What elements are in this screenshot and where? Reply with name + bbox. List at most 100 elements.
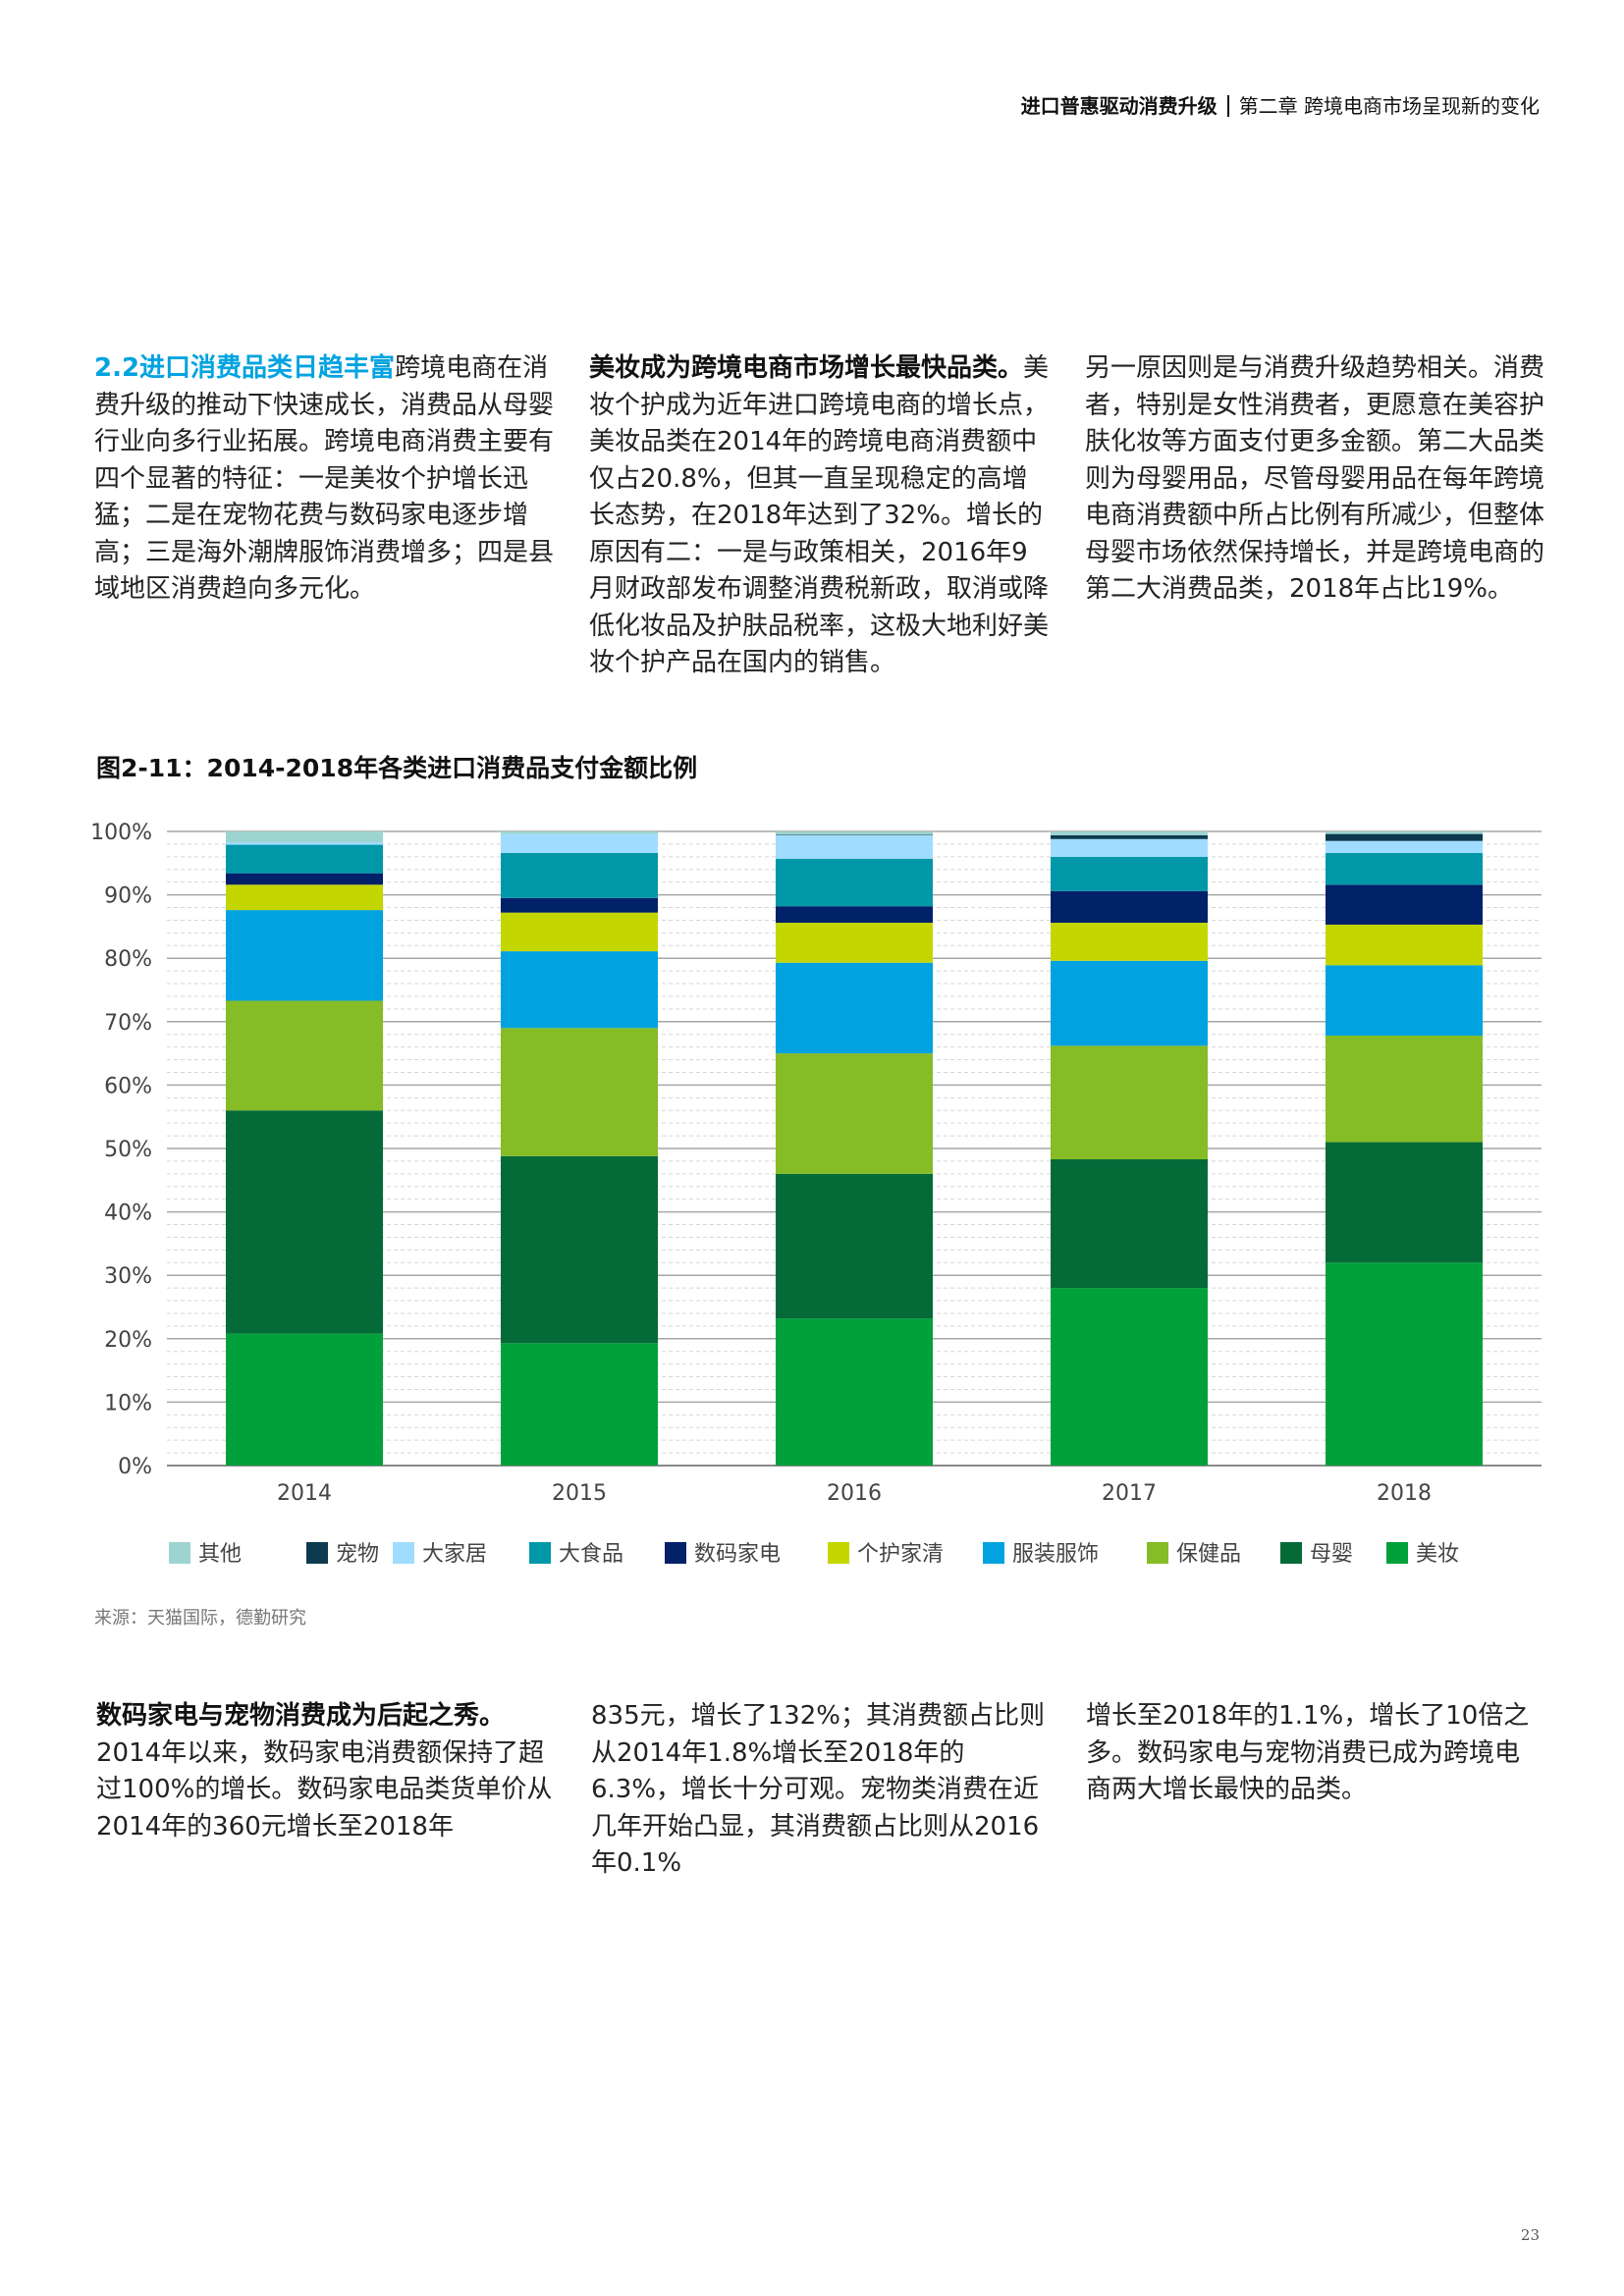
legend-swatch (828, 1542, 849, 1564)
header-chapter: 第二章 跨境电商市场呈现新的变化 (1238, 94, 1540, 118)
digital-pet-lead: 数码家电与宠物消费成为后起之秀。 (96, 1701, 506, 1731)
bar-segment-2017-美妆 (1051, 1288, 1208, 1466)
x-tick-label: 2017 (1102, 1481, 1157, 1506)
bar-segment-2017-保健品 (1051, 1045, 1208, 1159)
x-tick-label: 2014 (277, 1481, 332, 1506)
legend-swatch (1386, 1542, 1408, 1564)
bar-segment-2018-美妆 (1326, 1262, 1483, 1466)
bar-segment-2018-大家居 (1326, 840, 1483, 853)
bar-segment-2017-服装服饰 (1051, 960, 1208, 1046)
y-tick-label: 10% (104, 1391, 152, 1415)
top-column-2: 美妆成为跨境电商市场增长最快品类。美妆个护成为近年进口跨境电商的增长点，美妆品类… (589, 350, 1051, 682)
bar-segment-2018-大食品 (1326, 852, 1483, 885)
y-tick-label: 0% (118, 1455, 152, 1479)
bar-segment-2015-大家居 (501, 833, 658, 853)
y-tick-label: 70% (104, 1011, 152, 1036)
bar-segment-2014-美妆 (226, 1333, 383, 1466)
legend-label: 母婴 (1310, 1542, 1353, 1567)
legend-label: 美妆 (1416, 1542, 1459, 1567)
legend-label: 服装服饰 (1012, 1542, 1099, 1567)
bottom-column-3: 增长至2018年的1.1%，增长了10倍之多。数码家电与宠物消费已成为跨境电商两… (1086, 1698, 1543, 1809)
bar-segment-2014-母婴 (226, 1110, 383, 1334)
bar-segment-2015-个护家清 (501, 912, 658, 952)
bar-segment-2016-母婴 (776, 1173, 933, 1319)
bar-segment-2016-其他 (776, 831, 933, 835)
bar-segment-2017-个护家清 (1051, 923, 1208, 961)
bar-segment-2014-数码家电 (226, 873, 383, 885)
legend-label: 宠物 (336, 1542, 379, 1567)
digital-pet-text: 2014年以来，数码家电消费额保持了超过100%的增长。数码家电品类货单价从20… (96, 1737, 553, 1842)
section-title: 2.2进口消费品类日趋丰富 (94, 353, 396, 383)
bar-segment-2016-大家居 (776, 834, 933, 859)
legend-swatch (529, 1542, 551, 1564)
bar-segment-2018-宠物 (1326, 833, 1483, 841)
bar-segment-2017-其他 (1051, 831, 1208, 835)
bar-segment-2015-其他 (501, 831, 658, 834)
consumption-upgrade-text: 另一原因则是与消费升级趋势相关。消费者，特别是女性消费者，更愿意在美容护肤化妆等… (1085, 353, 1545, 604)
bar-segment-2015-保健品 (501, 1028, 658, 1156)
legend-label: 数码家电 (694, 1542, 781, 1567)
bar-segment-2015-数码家电 (501, 897, 658, 913)
bar-segment-2017-数码家电 (1051, 890, 1208, 924)
legend-label: 大食品 (559, 1542, 623, 1567)
y-tick-label: 90% (104, 884, 152, 909)
y-tick-label: 50% (104, 1138, 152, 1162)
bar-segment-2018-数码家电 (1326, 884, 1483, 925)
bar-segment-2016-美妆 (776, 1318, 933, 1466)
legend-swatch (983, 1542, 1004, 1564)
bar-segment-2017-母婴 (1051, 1158, 1208, 1289)
y-tick-label: 30% (104, 1264, 152, 1289)
bar-segment-2017-宠物 (1051, 834, 1208, 839)
bar-segment-2018-服装服饰 (1326, 965, 1483, 1037)
top-column-1: 2.2进口消费品类日趋丰富跨境电商在消费升级的推动下快速成长，消费品从母婴行业向… (94, 350, 556, 609)
x-tick-label: 2016 (827, 1481, 882, 1506)
figure-title: 图2-11：2014-2018年各类进口消费品支付金额比例 (96, 754, 698, 782)
legend-label: 个护家清 (857, 1542, 944, 1567)
y-tick-label: 60% (104, 1074, 152, 1098)
bar-segment-2014-保健品 (226, 1000, 383, 1111)
legend-swatch (393, 1542, 414, 1564)
y-tick-label: 100% (90, 821, 152, 845)
bar-segment-2015-美妆 (501, 1343, 658, 1466)
bar-segment-2014-其他 (226, 831, 383, 842)
top-column-3: 另一原因则是与消费升级趋势相关。消费者，特别是女性消费者，更愿意在美容护肤化妆等… (1085, 350, 1546, 609)
bar-segment-2017-大食品 (1051, 856, 1208, 891)
pet-growth-text: 增长至2018年的1.1%，增长了10倍之多。数码家电与宠物消费已成为跨境电商两… (1086, 1701, 1530, 1804)
x-tick-label: 2015 (552, 1481, 607, 1506)
legend-label: 其他 (198, 1542, 242, 1567)
legend-label: 保健品 (1176, 1542, 1241, 1567)
legend-swatch (169, 1542, 190, 1564)
bar-segment-2018-个护家清 (1326, 924, 1483, 966)
legend-swatch (665, 1542, 686, 1564)
digital-growth-text: 835元，增长了132%；其消费额占比则从2014年1.8%增长至2018年的6… (591, 1701, 1045, 1878)
bottom-column-1: 数码家电与宠物消费成为后起之秀。 2014年以来，数码家电消费额保持了超过100%… (96, 1698, 553, 1845)
section-intro-text: 跨境电商在消费升级的推动下快速成长，消费品从母婴行业向多行业拓展。跨境电商消费主… (94, 353, 555, 604)
y-tick-label: 80% (104, 947, 152, 972)
bar-segment-2016-服装服饰 (776, 962, 933, 1054)
y-tick-label: 40% (104, 1201, 152, 1226)
x-tick-label: 2018 (1377, 1481, 1432, 1506)
bar-segment-2015-母婴 (501, 1155, 658, 1344)
source-note: 来源：天猫国际，德勤研究 (94, 1608, 306, 1629)
bar-segment-2016-大食品 (776, 858, 933, 907)
bar-segment-2018-母婴 (1326, 1142, 1483, 1263)
legend-swatch (1280, 1542, 1302, 1564)
bar-segment-2014-大家居 (226, 841, 383, 845)
legend-label: 大家居 (422, 1542, 487, 1567)
running-header: 进口普惠驱动消费升级 第二章 跨境电商市场呈现新的变化 (1021, 90, 1540, 119)
header-divider (1226, 95, 1229, 117)
header-title: 进口普惠驱动消费升级 (1020, 94, 1218, 118)
bar-segment-2017-大家居 (1051, 838, 1208, 857)
bar-segment-2014-个护家清 (226, 884, 383, 911)
bar-segment-2014-服装服饰 (226, 910, 383, 1001)
bar-segment-2016-数码家电 (776, 906, 933, 924)
bar-segment-2016-个护家清 (776, 923, 933, 963)
page-number: 23 (1520, 2226, 1540, 2244)
bar-segment-2014-大食品 (226, 844, 383, 874)
legend-swatch (306, 1542, 328, 1564)
bar-segment-2018-其他 (1326, 831, 1483, 834)
bar-segment-2016-宠物 (776, 834, 933, 835)
bar-segment-2018-保健品 (1326, 1036, 1483, 1143)
beauty-lead: 美妆成为跨境电商市场增长最快品类。 (589, 353, 1024, 383)
